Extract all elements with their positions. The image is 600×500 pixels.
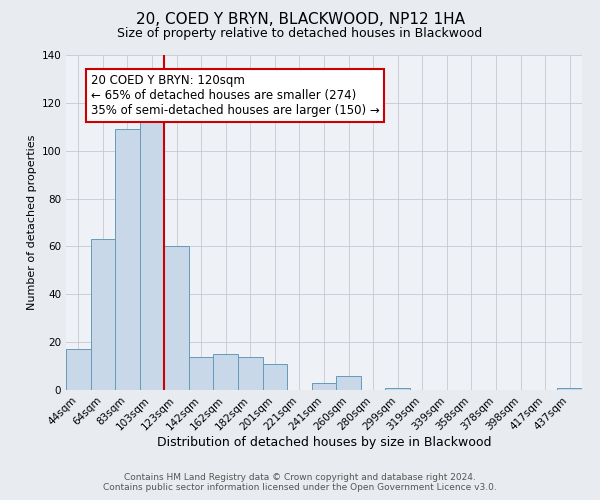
Y-axis label: Number of detached properties: Number of detached properties [27,135,37,310]
Bar [557,388,582,390]
Text: 20 COED Y BRYN: 120sqm
← 65% of detached houses are smaller (274)
35% of semi-de: 20 COED Y BRYN: 120sqm ← 65% of detached… [91,74,379,117]
Bar [115,129,140,390]
Bar [385,388,410,390]
Bar [263,364,287,390]
X-axis label: Distribution of detached houses by size in Blackwood: Distribution of detached houses by size … [157,436,491,449]
Text: Contains HM Land Registry data © Crown copyright and database right 2024.
Contai: Contains HM Land Registry data © Crown c… [103,473,497,492]
Bar [91,240,115,390]
Bar [336,376,361,390]
Bar [312,383,336,390]
Bar [238,356,263,390]
Bar [214,354,238,390]
Bar [164,246,189,390]
Bar [189,356,214,390]
Text: 20, COED Y BRYN, BLACKWOOD, NP12 1HA: 20, COED Y BRYN, BLACKWOOD, NP12 1HA [136,12,464,28]
Bar [140,110,164,390]
Bar [66,350,91,390]
Text: Size of property relative to detached houses in Blackwood: Size of property relative to detached ho… [118,28,482,40]
